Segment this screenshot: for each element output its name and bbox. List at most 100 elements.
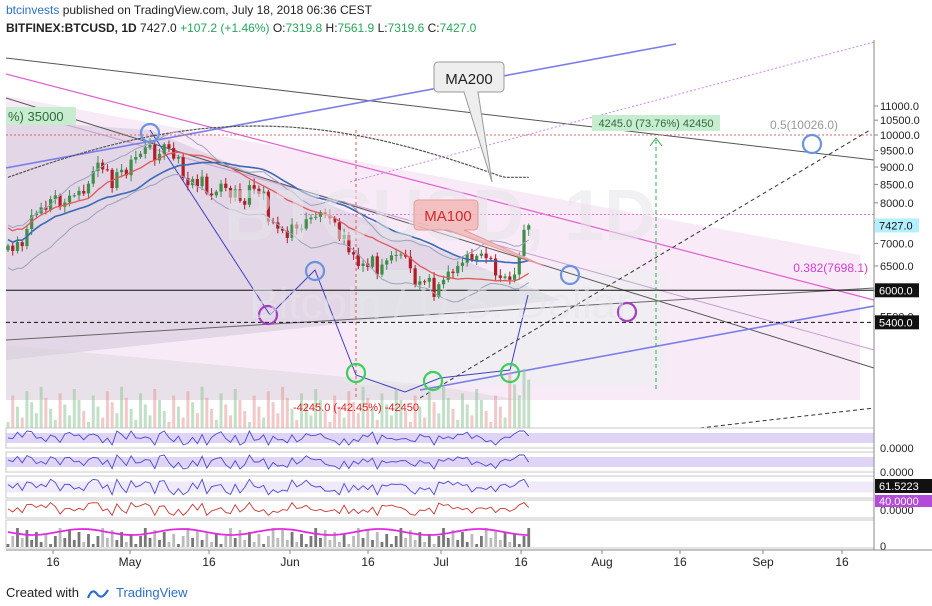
pivot-circle-blue[interactable] <box>304 260 326 282</box>
candle-body[interactable] <box>337 222 341 240</box>
candle-body[interactable] <box>205 176 209 194</box>
candle-body[interactable] <box>356 254 360 266</box>
candle-body[interactable] <box>120 169 124 173</box>
candle-body[interactable] <box>295 224 299 229</box>
candle-body[interactable] <box>72 195 76 197</box>
candle-body[interactable] <box>370 256 375 267</box>
pivot-circle-green[interactable] <box>422 370 444 392</box>
candle-body[interactable] <box>138 153 143 158</box>
candle-body[interactable] <box>508 276 512 280</box>
ma200-callout-box[interactable] <box>433 61 505 183</box>
candle-body[interactable] <box>11 245 15 251</box>
candle-body[interactable] <box>219 183 223 192</box>
candle-body[interactable] <box>484 253 488 259</box>
candle-body[interactable] <box>413 268 417 285</box>
pivot-circle-blue[interactable] <box>559 264 581 286</box>
candle-body[interactable] <box>470 254 474 261</box>
candle-body[interactable] <box>380 264 384 275</box>
candle-body[interactable] <box>314 216 318 218</box>
candle-body[interactable] <box>153 144 157 161</box>
candle-body[interactable] <box>418 281 422 285</box>
candle-body[interactable] <box>318 212 323 217</box>
candle-body[interactable] <box>6 245 10 251</box>
candle-body[interactable] <box>441 279 446 285</box>
candle-body[interactable] <box>186 178 190 186</box>
pivot-circle-green[interactable] <box>345 362 367 384</box>
candle-body[interactable] <box>389 255 394 261</box>
candle-body[interactable] <box>503 276 507 278</box>
candle-body[interactable] <box>181 157 185 179</box>
candle-body[interactable] <box>44 207 48 210</box>
candle-body[interactable] <box>432 277 436 297</box>
pivot-circle-green[interactable] <box>499 362 521 384</box>
candle-body[interactable] <box>110 169 114 189</box>
candle-body[interactable] <box>351 252 356 255</box>
pivot-circle-purple[interactable] <box>616 301 638 323</box>
candle-body[interactable] <box>53 195 57 200</box>
candle-body[interactable] <box>91 171 95 184</box>
candle-body[interactable] <box>172 148 176 159</box>
candle-body[interactable] <box>280 228 285 231</box>
candle-body[interactable] <box>347 234 351 253</box>
candle-body[interactable] <box>361 263 365 266</box>
candle-body[interactable] <box>200 176 204 187</box>
candle-body[interactable] <box>479 253 483 256</box>
candle-body[interactable] <box>209 193 214 196</box>
candle-body[interactable] <box>512 274 517 280</box>
candle-body[interactable] <box>517 255 521 275</box>
candle-body[interactable] <box>489 258 493 260</box>
candle-body[interactable] <box>214 191 218 196</box>
candle-body[interactable] <box>238 189 242 201</box>
candle-body[interactable] <box>323 212 327 215</box>
candle-body[interactable] <box>422 281 427 283</box>
candle-body[interactable] <box>271 221 275 223</box>
candle-body[interactable] <box>394 254 398 256</box>
candle-body[interactable] <box>375 256 379 275</box>
candle-body[interactable] <box>465 254 469 263</box>
pivot-circle-blue[interactable] <box>139 122 161 144</box>
candle-body[interactable] <box>257 188 261 194</box>
author-name[interactable]: btcinvests <box>6 3 60 17</box>
candle-body[interactable] <box>115 172 119 189</box>
candle-body[interactable] <box>86 183 91 194</box>
candle-body[interactable] <box>266 191 270 222</box>
candle-body[interactable] <box>58 195 62 207</box>
candle-body[interactable] <box>527 225 531 230</box>
candle-body[interactable] <box>333 218 337 223</box>
candle-body[interactable] <box>162 144 166 154</box>
candle-body[interactable] <box>456 265 460 274</box>
tradingview-brand[interactable]: TradingView <box>116 585 188 600</box>
candle-body[interactable] <box>290 224 294 238</box>
candle-body[interactable] <box>498 275 502 278</box>
candle-body[interactable] <box>124 169 128 176</box>
candle-body[interactable] <box>299 228 304 230</box>
ma100-callout-box[interactable] <box>413 199 545 267</box>
pivot-circle-blue[interactable] <box>801 133 823 155</box>
candle-body[interactable] <box>451 271 455 274</box>
candle-body[interactable] <box>285 230 289 238</box>
candle-body[interactable] <box>129 159 133 176</box>
candle-body[interactable] <box>427 277 431 282</box>
candle-body[interactable] <box>134 157 138 160</box>
candle-body[interactable] <box>262 191 266 194</box>
candle-body[interactable] <box>309 217 313 220</box>
indicator-pane[interactable] <box>5 499 875 519</box>
candle-body[interactable] <box>77 190 81 196</box>
pivot-circle-purple[interactable] <box>257 304 279 326</box>
candle-body[interactable] <box>437 284 441 297</box>
candle-body[interactable] <box>243 200 247 205</box>
candle-body[interactable] <box>399 254 403 256</box>
candle-body[interactable] <box>224 183 228 189</box>
candle-body[interactable] <box>148 144 152 148</box>
candle-body[interactable] <box>446 271 450 280</box>
candle-body[interactable] <box>342 234 346 240</box>
candle-body[interactable] <box>475 255 479 261</box>
candle-body[interactable] <box>408 256 412 269</box>
candle-body[interactable] <box>328 214 332 219</box>
candle-body[interactable] <box>304 219 308 229</box>
candle-body[interactable] <box>157 153 162 161</box>
candle-body[interactable] <box>247 185 252 205</box>
candle-body[interactable] <box>143 147 147 154</box>
candle-body[interactable] <box>195 179 199 187</box>
